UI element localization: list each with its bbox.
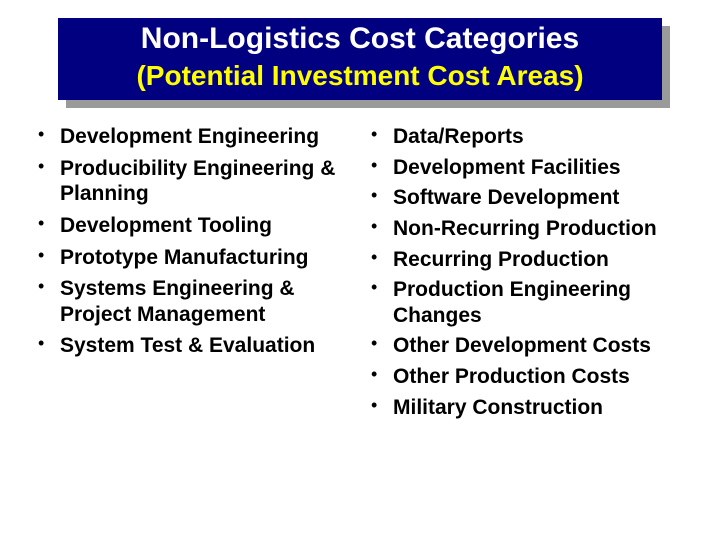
list-item: Prototype Manufacturing — [32, 245, 355, 271]
list-item: Production Engineering Changes — [365, 277, 688, 328]
left-list: Development Engineering Producibility En… — [32, 124, 355, 359]
left-column: Development Engineering Producibility En… — [32, 124, 355, 425]
list-item: Other Development Costs — [365, 333, 688, 359]
list-item: Producibility Engineering & Planning — [32, 156, 355, 207]
list-item: Non-Recurring Production — [365, 216, 688, 242]
list-item: Data/Reports — [365, 124, 688, 150]
title-box: Non-Logistics Cost Categories (Potential… — [58, 18, 662, 100]
list-item: Development Tooling — [32, 213, 355, 239]
list-item: Systems Engineering & Project Management — [32, 276, 355, 327]
list-item: Military Construction — [365, 395, 688, 421]
title-container: Non-Logistics Cost Categories (Potential… — [58, 18, 662, 100]
list-item: System Test & Evaluation — [32, 333, 355, 359]
list-item: Recurring Production — [365, 247, 688, 273]
list-item: Development Engineering — [32, 124, 355, 150]
title-sub: (Potential Investment Cost Areas) — [72, 59, 648, 93]
list-item: Other Production Costs — [365, 364, 688, 390]
title-main: Non-Logistics Cost Categories — [72, 22, 648, 57]
columns: Development Engineering Producibility En… — [28, 124, 692, 425]
list-item: Development Facilities — [365, 155, 688, 181]
list-item: Software Development — [365, 185, 688, 211]
right-column: Data/Reports Development Facilities Soft… — [365, 124, 688, 425]
slide: Non-Logistics Cost Categories (Potential… — [0, 0, 720, 540]
right-list: Data/Reports Development Facilities Soft… — [365, 124, 688, 420]
